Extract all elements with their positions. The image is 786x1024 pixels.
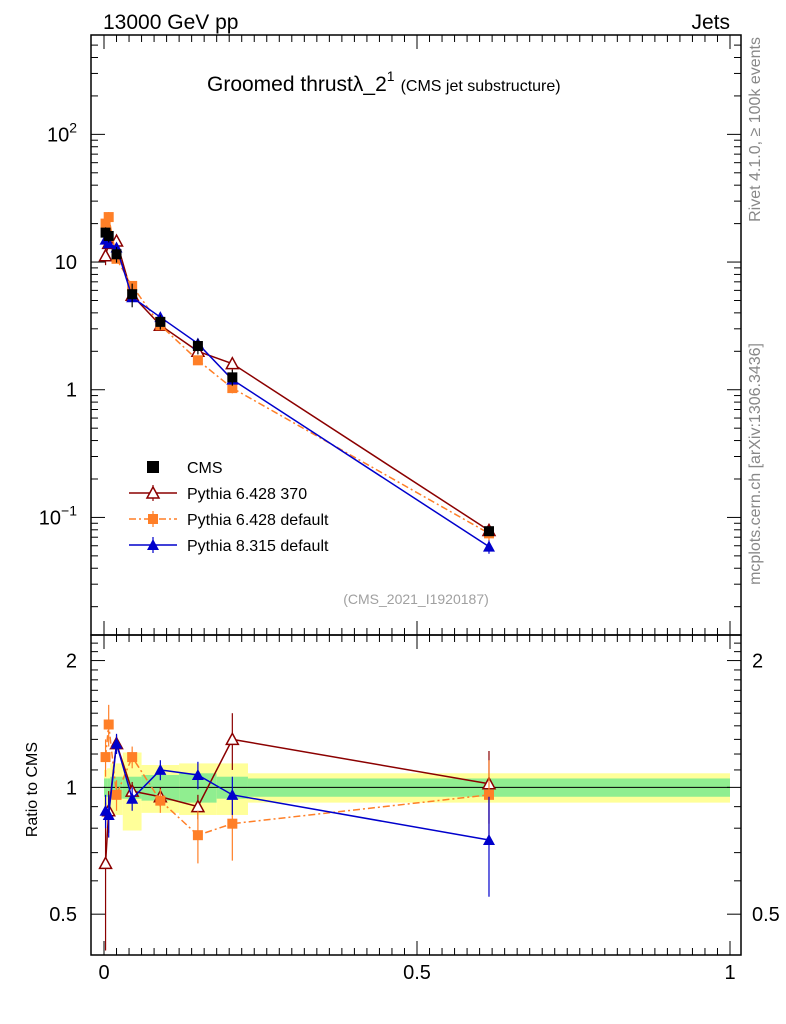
chart-title-subtitle: (CMS jet substructure) [401, 78, 561, 95]
series-point [225, 356, 240, 370]
axis-ticks: 0 0.5 1 10−1 1 10 102 0.5 0.5 1 2 2 [39, 34, 780, 984]
series-point [482, 540, 495, 552]
series-point [103, 212, 114, 223]
series-ratio-point [102, 808, 115, 820]
x-tick-label: 0.5 [403, 962, 431, 984]
ratio-y-tick-label: 2 [66, 651, 77, 673]
chart-title-superscript: 1 [387, 68, 395, 84]
ratio-plot-frame [90, 634, 742, 956]
reference-series [100, 227, 494, 537]
series-point [100, 218, 111, 229]
chart-title-main: Groomed thrustλ_2 [207, 73, 387, 96]
legend-marker [147, 461, 159, 473]
header-right-label: Jets [691, 11, 730, 34]
ratio-y-tick-label-right: 0.5 [752, 904, 780, 926]
y-tick-label: 10 [55, 252, 77, 274]
analysis-label: (CMS_2021_I1920187) [343, 591, 489, 607]
reference-point [111, 249, 122, 260]
series-ratio-point [483, 789, 494, 800]
series-ratio-point [127, 752, 138, 763]
series-point [98, 248, 113, 262]
series-point [192, 355, 203, 366]
rivet-version-label: Rivet 4.1.0, ≥ 100k events [747, 37, 764, 222]
series-ratio-point [226, 788, 239, 800]
plot-frames [90, 34, 742, 956]
ratio-y-tick-label-right: 2 [752, 651, 763, 673]
reference-point [192, 341, 203, 352]
legend: CMS Pythia 6.428 370 Pythia 6.428 default P… [129, 460, 329, 555]
legend-label: Pythia 6.428 default [187, 512, 329, 529]
series-ratio-point [126, 792, 139, 804]
series-ratio-point [110, 737, 123, 749]
series-ratio-point [227, 818, 238, 829]
data-series [98, 211, 497, 951]
series-line [104, 214, 490, 535]
series-point [102, 237, 115, 249]
mcplots-label: mcplots.cern.ch [arXiv:1306.3436] [747, 343, 764, 585]
series-ratio-point [192, 830, 203, 841]
legend-label: Pythia 8.315 default [187, 538, 329, 555]
reference-point [227, 372, 238, 383]
series-ratio-point [225, 731, 240, 746]
series-1 [100, 211, 494, 864]
legend-marker [147, 539, 159, 550]
series-ratio-line [104, 724, 490, 837]
x-tick-label: 1 [724, 962, 735, 984]
legend-label: CMS [187, 460, 223, 477]
series-ratio-point [103, 719, 114, 730]
reference-point [155, 316, 166, 327]
ratio-y-tick-label: 0.5 [49, 904, 77, 926]
reference-point [103, 230, 114, 241]
series-ratio-point [154, 763, 167, 775]
series-ratio-line [104, 743, 490, 841]
header-left-label: 13000 GeV pp [103, 11, 238, 34]
series-ratio-point [98, 855, 113, 870]
reference-point [483, 526, 494, 537]
ratio-y-tick-label: 1 [66, 777, 77, 799]
series-ratio-point [111, 789, 122, 800]
legend-marker [148, 514, 158, 524]
legend-label: Pythia 6.428 370 [187, 486, 307, 503]
series-point [227, 383, 238, 394]
legend-marker [145, 485, 161, 499]
series-ratio-point [191, 768, 204, 780]
y-tick-label: 102 [47, 119, 77, 146]
y-tick-label: 10−1 [39, 502, 77, 529]
series-ratio-point [482, 834, 495, 846]
series-ratio-point [100, 752, 111, 763]
y-tick-label: 1 [66, 380, 77, 402]
ratio-axis-label: Ratio to CMS [24, 742, 41, 837]
series-ratio-point [155, 795, 166, 806]
chart-title: Groomed thrustλ_21 (CMS jet substructure) [207, 68, 561, 96]
reference-point [127, 289, 138, 300]
x-tick-label: 0 [98, 962, 109, 984]
